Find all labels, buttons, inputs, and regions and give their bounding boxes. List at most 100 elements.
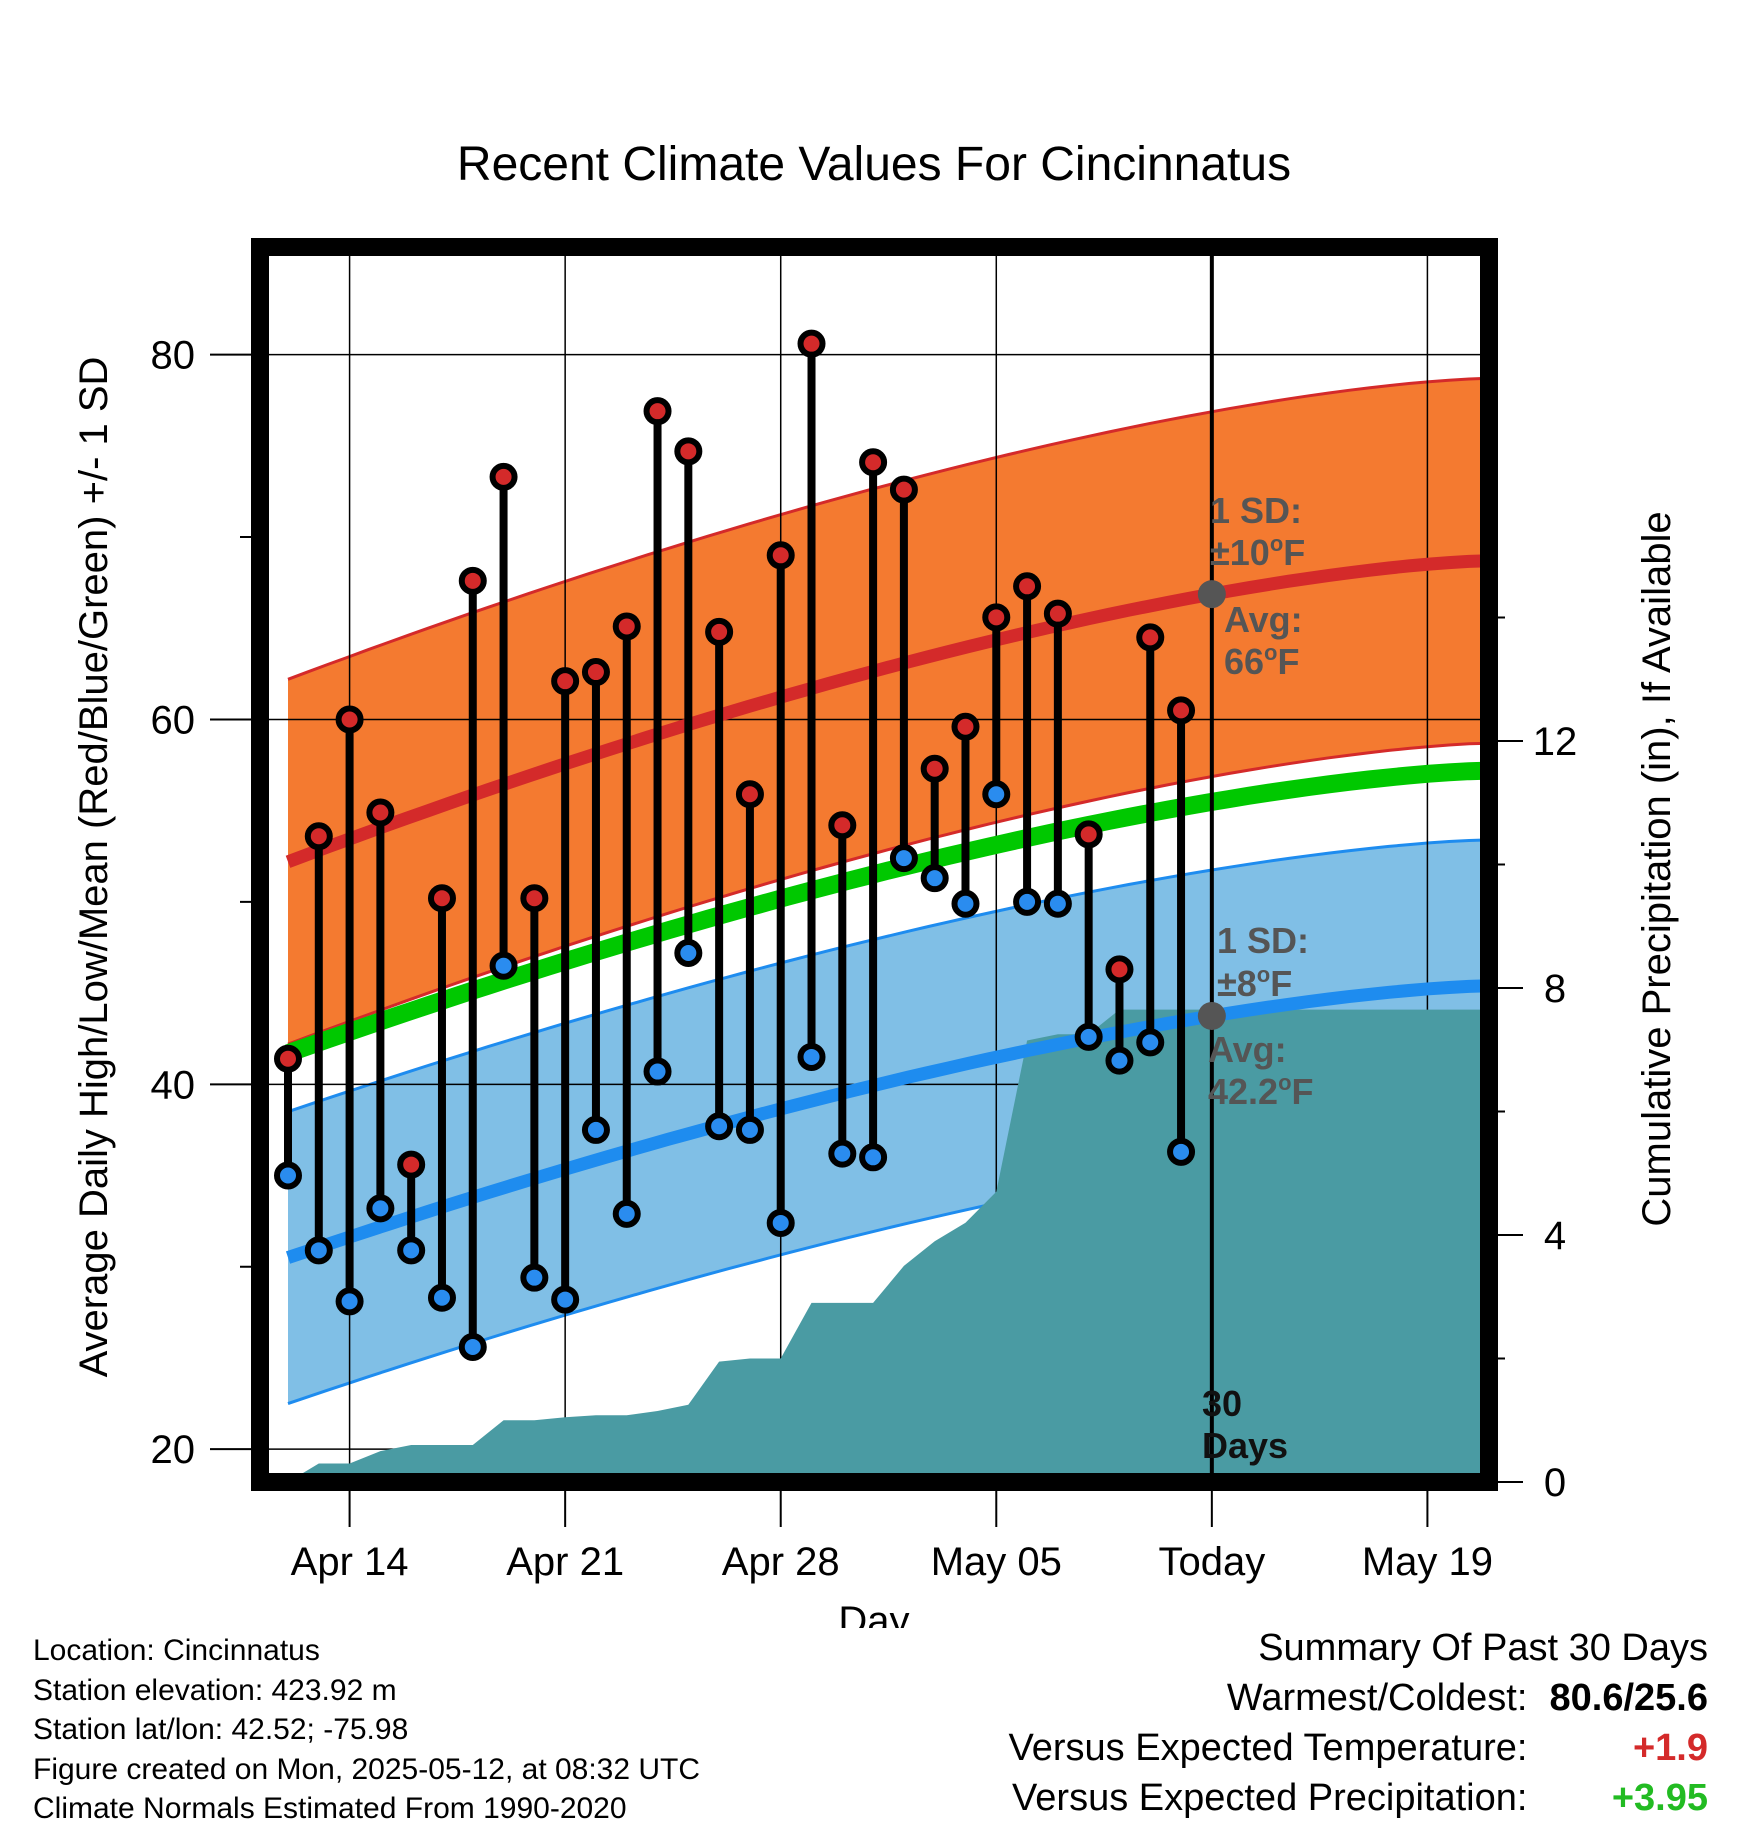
obs-high-point [766,541,795,570]
y-tick-label: 40 [151,1063,196,1107]
summary-warmest-row: Warmest/Coldest: 80.6/25.6 [808,1673,1708,1723]
y-tick-label: 80 [151,334,196,378]
summary-precip-label: Versus Expected Precipitation: [1012,1777,1528,1819]
obs-low-point [1167,1137,1196,1166]
obs-high-point [951,712,980,741]
obs-low-point [1074,1022,1103,1051]
high-mean-line [285,554,1490,868]
high-avg-marker [1197,580,1226,609]
obs-low-point [612,1199,641,1228]
obs-low-point [581,1115,610,1144]
summary-warmest-value: 80.6/25.6 [1549,1677,1708,1719]
x-tick-label: Apr 14 [291,1540,409,1584]
low-mean-line [285,979,1490,1264]
summary-temp-value: +1.9 [1632,1727,1708,1769]
obs-low-point [489,951,518,980]
obs-low-point [551,1285,580,1314]
x-tick-label: Apr 21 [506,1540,624,1584]
obs-low-point [982,780,1011,809]
y2-tick-label: 12 [1533,720,1578,764]
x-tick-label: May 19 [1362,1540,1493,1584]
x-tick-label: May 05 [931,1540,1062,1584]
obs-low-point [304,1236,333,1265]
obs-low-point [1136,1028,1165,1057]
low-avg-marker [1197,1001,1226,1030]
obs-high-point [643,397,672,426]
obs-high-point [859,448,888,477]
obs-high-point [1074,820,1103,849]
y2-tick-label: 4 [1544,1214,1566,1258]
obs-low-point [920,864,949,893]
obs-low-point [1105,1046,1134,1075]
obs-low-point [274,1161,302,1190]
chart-title: Recent Climate Values For Cincinnatus [457,138,1291,191]
axes: 20 40 60 80 0 4 8 12 Apr 14 Apr 21 Apr 28 May 05 Tod… [72,334,1679,1628]
obs-low-point [735,1115,764,1144]
y-tick-label: 20 [151,1428,196,1472]
obs-high-point [982,603,1011,632]
summary-panel: Summary Of Past 30 Days Warmest/Coldest:… [808,1623,1708,1823]
obs-low-point [766,1208,795,1237]
observations [274,329,1196,1362]
normal-bands [287,376,1490,1406]
low-sd-label: 1 SD: [1217,920,1309,961]
obs-high-point [427,884,456,913]
obs-high-point [458,566,487,595]
today-days-word: Days [1202,1425,1288,1466]
info-created: Figure created on Mon, 2025-05-12, at 08… [33,1752,701,1786]
y2-axis-label: Cumulative Precipitation (in), If Availa… [1635,511,1679,1226]
high-sd-band [288,378,1489,1045]
obs-low-point [643,1057,672,1086]
mean-line [285,761,1490,1062]
obs-high-point [674,437,703,466]
y-tick-label: 60 [151,698,196,742]
summary-heading: Summary Of Past 30 Days [1258,1627,1708,1669]
obs-high-point [1105,955,1134,984]
station-info: Location: Cincinnatus Station elevation:… [33,1631,700,1829]
obs-low-point [951,889,980,918]
obs-low-point [520,1263,549,1292]
high-sd-band-upper-edge [287,376,1490,681]
info-location: Location: Cincinnatus [33,1634,320,1667]
obs-high-point [1043,599,1072,628]
precip-area-fill [288,1009,1489,1482]
obs-high-point [705,617,734,646]
obs-high-point [489,462,518,491]
low-sd-value: ±8oF [1217,962,1292,1004]
obs-low-point [674,938,703,967]
low-avg-label: Avg: [1208,1029,1287,1070]
summary-warmest-label: Warmest/Coldest: [1226,1677,1528,1719]
low-sd-band-upper-edge [287,838,1490,1114]
normal-lines [285,554,1490,1264]
obs-high-point [366,798,395,827]
y2-tick-label: 8 [1544,967,1566,1011]
obs-high-point [335,705,364,734]
climate-chart: Recent Climate Values For Cincinnatus 1 … [72,138,1679,1628]
obs-low-point [1013,887,1042,916]
y-axis-label: Average Daily High/Low/Mean (Red/Blue/Gr… [72,357,116,1378]
summary-temp-label: Versus Expected Temperature: [1008,1727,1528,1769]
y2-tick-label: 0 [1544,1461,1566,1505]
low-sd-band [288,839,1489,1404]
obs-high-point [397,1150,426,1179]
low-avg-value: 42.2oF [1208,1070,1314,1112]
obs-low-point [335,1287,364,1316]
info-latlon: Station lat/lon: 42.52; -75.98 [33,1713,409,1746]
obs-high-point [551,667,580,696]
obs-high-point [1136,623,1165,652]
obs-low-point [828,1139,857,1168]
obs-low-point [458,1333,487,1362]
obs-high-point [920,754,949,783]
obs-high-point [304,822,333,851]
x-tick-label: Today [1158,1540,1265,1584]
x-axis-label: Day [838,1599,909,1628]
info-normals: Climate Normals Estimated From 1990-2020 [33,1792,627,1825]
obs-high-point [797,329,826,358]
high-avg-value: 66oF [1224,640,1300,682]
obs-low-point [427,1283,456,1312]
obs-low-point [705,1112,734,1141]
obs-low-point [1043,889,1072,918]
obs-high-point [1013,572,1042,601]
obs-high-point [889,475,918,504]
